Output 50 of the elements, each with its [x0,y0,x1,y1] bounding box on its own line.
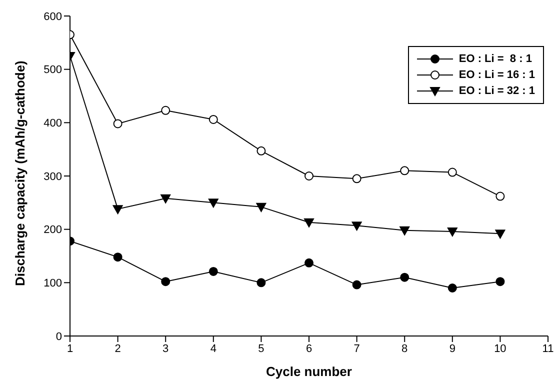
point [208,266,218,276]
point [256,202,266,212]
point [160,194,171,204]
point [495,230,506,239]
legend-label: EO : Li = 16 : 1 [458,69,535,81]
point [113,119,122,128]
point [208,198,218,208]
x-tick-label: 8 [402,342,408,355]
x-tick-label: 6 [306,342,312,355]
x-tick-label: 10 [494,342,506,355]
point [447,227,458,236]
y-tick-label: 300 [44,170,62,183]
y-tick-label: 0 [56,330,62,343]
point [448,284,457,292]
point [400,166,410,176]
x-axis-title: Cycle number [266,364,352,379]
x-tick-label: 2 [114,342,121,355]
point [161,106,170,115]
legend-label: EO : Li = 32 : 1 [458,85,535,97]
point [496,277,505,286]
point [113,252,122,262]
point [304,172,314,180]
x-tick-label: 11 [542,342,554,355]
point [352,280,362,290]
point [256,278,266,288]
point [256,146,266,156]
y-tick-label: 600 [44,10,62,23]
point [304,258,314,268]
y-tick-label: 400 [44,118,62,130]
point [304,218,314,228]
y-axis-title: Discharge capacity (mAh/g-cathode) [12,60,28,286]
y-tick-label: 100 [44,278,62,290]
point [112,205,123,214]
x-tick-label: 9 [449,342,456,355]
point [400,272,410,282]
point [448,168,457,177]
legend-label: EO : Li = 8 : 1 [458,53,532,65]
point [400,226,410,236]
x-tick-label: 3 [162,342,169,355]
x-tick-label: 5 [258,342,264,355]
x-tick-label: 7 [354,342,360,355]
point [496,192,505,201]
x-tick-label: 4 [210,342,216,355]
y-tick-label: 500 [44,64,62,76]
y-tick-label: 200 [44,224,62,236]
point [208,114,218,124]
point [161,277,170,286]
point [352,174,362,184]
point [352,222,362,231]
x-tick-label: 1 [66,342,74,355]
